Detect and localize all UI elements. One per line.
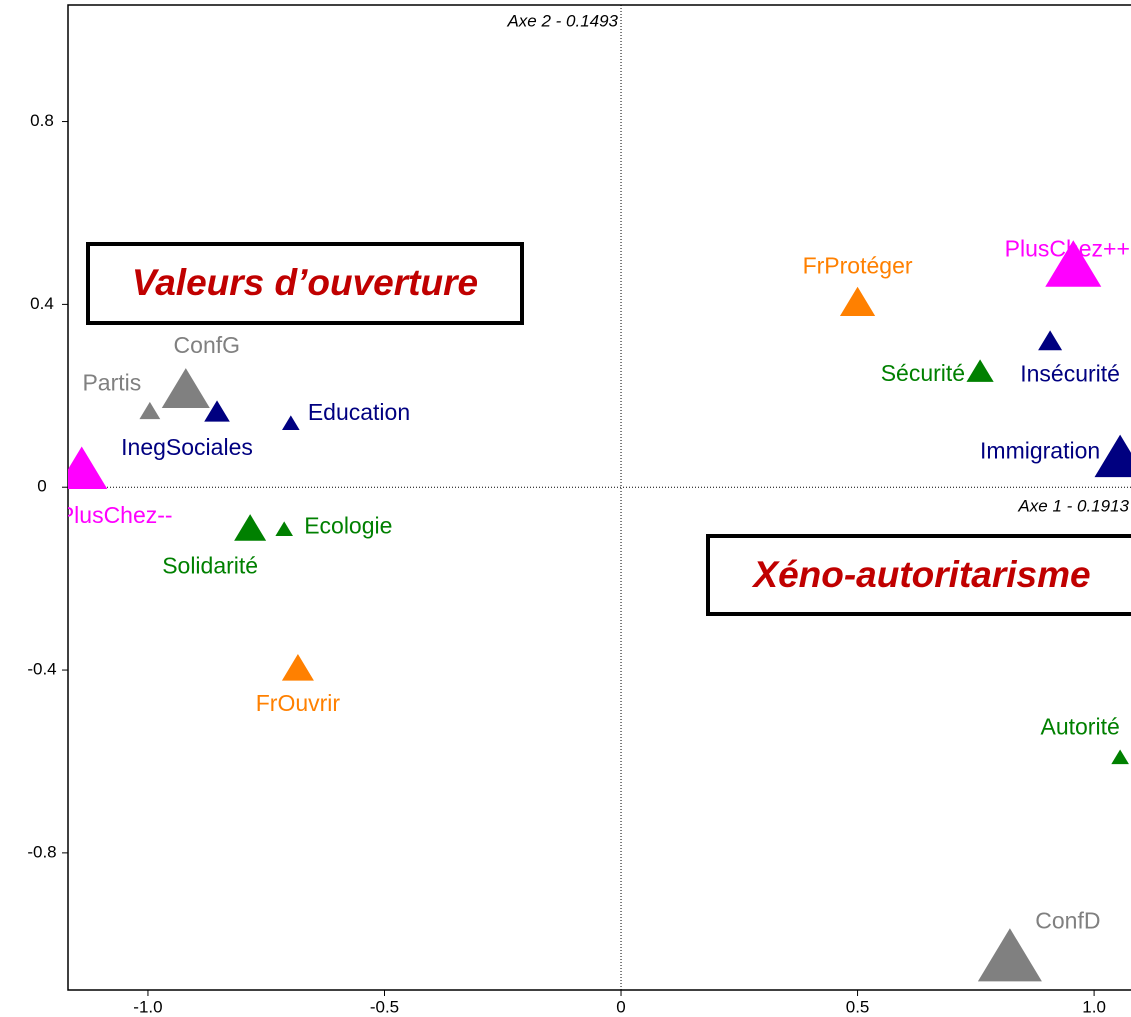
point: [275, 521, 293, 536]
point: [839, 286, 876, 317]
y-tick-label: 0.4: [30, 294, 54, 313]
annotation-box: [706, 534, 1131, 616]
y-tick-label: 0: [37, 477, 46, 496]
point-label: Sécurité: [881, 360, 965, 386]
point-label: Immigration: [980, 437, 1100, 463]
point-label: Solidarité: [162, 552, 258, 578]
plot-area: PlusChez++ FrProtéger Insécurité Sécurité Im…: [59, 5, 1131, 990]
point-label: Autorité: [1040, 713, 1119, 739]
point: [139, 401, 161, 420]
point-label: PlusChez--: [59, 502, 173, 528]
y-tick-label: 0.8: [30, 111, 54, 130]
x-tick-label: 0: [616, 997, 625, 1016]
point: [966, 359, 994, 382]
point: [281, 654, 314, 681]
point-label: PlusChez++: [1005, 235, 1130, 261]
point-label: Education: [308, 399, 410, 425]
axis-title: Axe 1 - 0.1913: [1017, 497, 1129, 516]
x-tick-label: -1.0: [133, 997, 162, 1016]
annotation: Valeurs d’ouverture: [132, 262, 478, 303]
point-label: FrOuvrir: [256, 690, 341, 716]
point-label: ConfG: [174, 332, 240, 358]
annotation-box: [86, 242, 524, 325]
point: [282, 415, 300, 430]
point-label: ConfD: [1035, 907, 1100, 933]
point: [1111, 749, 1129, 765]
point-label: Partis: [82, 369, 141, 395]
point: [161, 368, 210, 408]
point: [1038, 330, 1063, 351]
y-tick-label: -0.4: [27, 660, 56, 679]
x-tick-label: 0.5: [846, 997, 870, 1016]
point: [1094, 434, 1131, 478]
point: [977, 928, 1042, 982]
point-label: Insécurité: [1020, 360, 1120, 386]
x-tick-label: 1.0: [1082, 997, 1106, 1016]
point: [1045, 240, 1102, 287]
plot-frame: [67, 4, 1131, 991]
point: [68, 446, 108, 490]
point: [204, 400, 230, 422]
x-tick-label: -0.5: [370, 997, 399, 1016]
axis-title: Axe 2 - 0.1493: [506, 11, 618, 30]
point-label: FrProtéger: [803, 252, 913, 278]
annotation: Xéno-autoritarisme: [751, 554, 1090, 595]
point: [234, 514, 267, 541]
point-label: InegSociales: [121, 434, 253, 460]
y-tick-label: -0.8: [27, 842, 56, 861]
point-label: Ecologie: [304, 512, 392, 538]
